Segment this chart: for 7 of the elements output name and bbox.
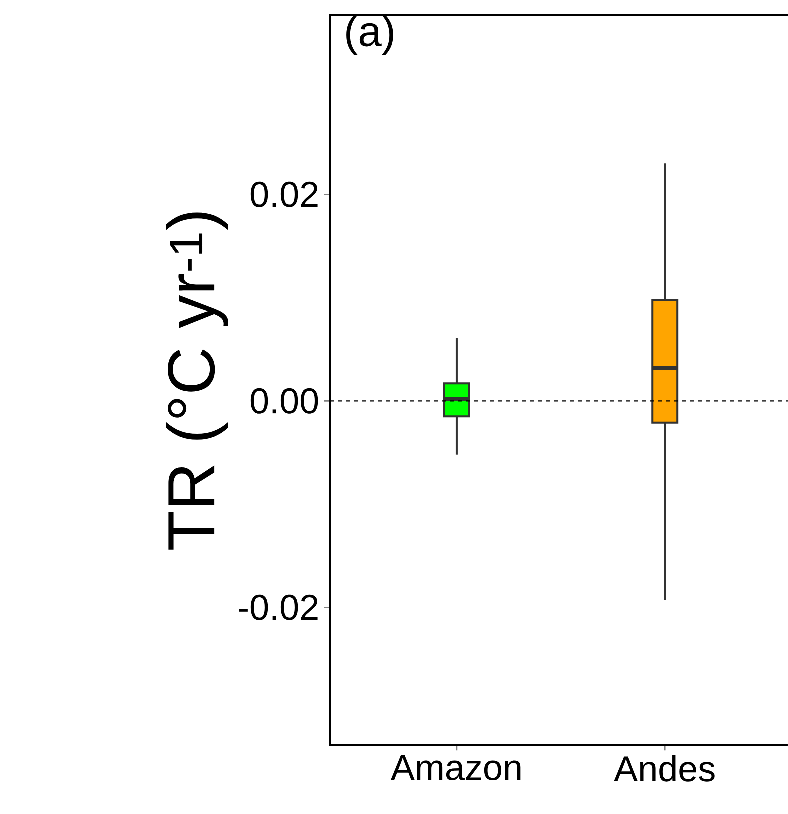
y-tick-label: -0.02 [239,594,318,620]
x-tick-label: Andes [614,755,715,782]
y-tick-label: 0.00 [250,388,318,414]
y-tick-label: 0.02 [250,182,318,208]
y-axis-title: TR (°C yr$^{-1}$) [166,212,228,550]
chart-title: (a) [346,15,394,56]
x-tick-label: Amazon [390,755,521,781]
